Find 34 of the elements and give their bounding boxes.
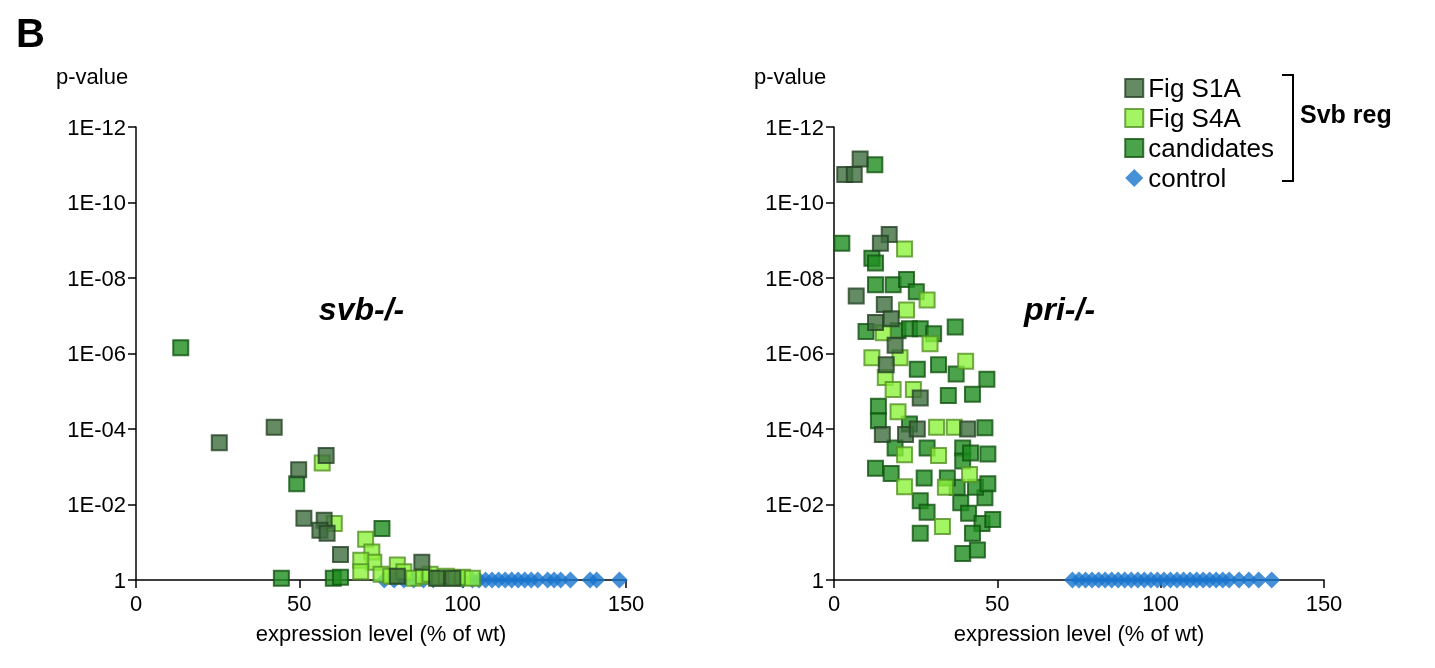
y-tick-label: 1E-04 xyxy=(765,416,824,442)
x-tick-label: 0 xyxy=(827,590,841,616)
y-tick-label: 1E-04 xyxy=(67,416,126,442)
x-tick-label: 100 xyxy=(1142,590,1180,616)
x-axis-title: expression level (% of wt) xyxy=(255,620,507,646)
legend-label: Fig S4A xyxy=(1148,103,1242,133)
y-axis-title: p-value xyxy=(56,63,129,89)
y-tick-label: 1 xyxy=(811,567,824,593)
y-tick-label: 1E-06 xyxy=(67,341,126,366)
x-tick-label: 50 xyxy=(985,590,1010,616)
x-tick-label: 0 xyxy=(129,590,143,616)
y-tick-label: 1E-10 xyxy=(67,190,126,215)
text: pri-/- xyxy=(1022,291,1096,327)
y-tick-label: 1E-08 xyxy=(765,265,824,291)
x-tick-label: 100 xyxy=(444,590,482,616)
y-tick-label: 1 xyxy=(113,567,126,593)
y-tick-label: 1E-02 xyxy=(67,492,126,517)
x-axis-title: expression level (% of wt) xyxy=(953,620,1205,646)
x-tick-label: 150 xyxy=(1305,590,1343,616)
x-tick-label: 50 xyxy=(287,590,312,616)
y-tick-label: 1E-06 xyxy=(765,341,824,366)
y-tick-label: 1E-12 xyxy=(67,114,126,140)
y-tick-label: 1E-12 xyxy=(765,114,824,140)
annotation: Svb reg xyxy=(1300,99,1392,128)
y-tick-label: 1E-10 xyxy=(765,190,824,215)
y-tick-label: 1E-02 xyxy=(765,492,824,517)
legend-label: candidates xyxy=(1148,133,1275,163)
legend-label: Fig S1A xyxy=(1148,73,1242,103)
x-tick-label: 150 xyxy=(607,590,645,616)
text: B xyxy=(16,11,45,55)
legend-label: control xyxy=(1148,163,1227,193)
text: svb-/- xyxy=(318,291,405,327)
y-tick-label: 1E-08 xyxy=(67,265,126,291)
y-axis-title: p-value xyxy=(754,63,827,89)
